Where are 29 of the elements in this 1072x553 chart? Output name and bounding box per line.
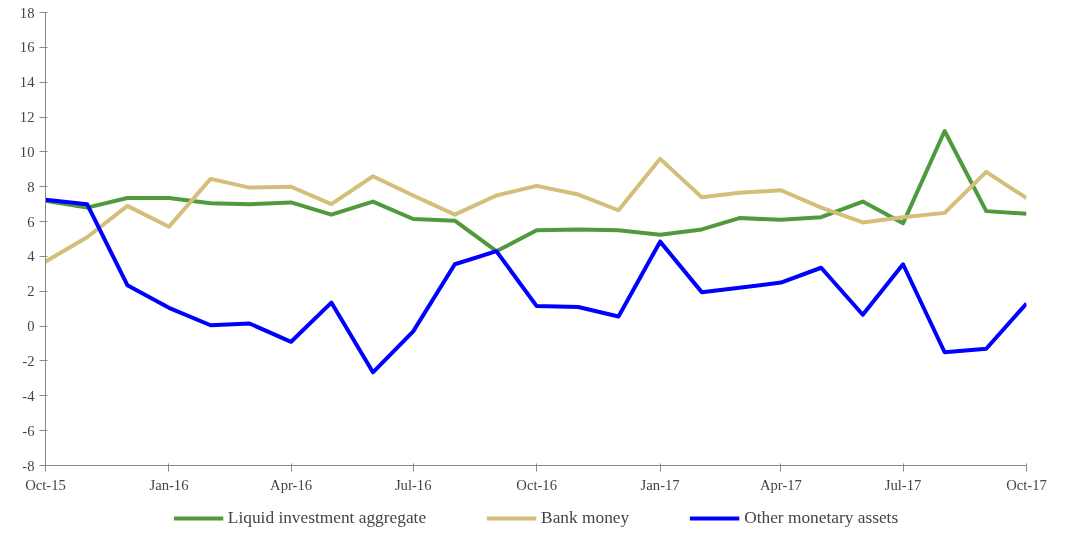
y-tick-label: 18 <box>19 4 35 21</box>
y-tick-label: -6 <box>22 422 35 439</box>
x-tick-label: Oct-16 <box>516 476 558 493</box>
x-tick-label: Oct-15 <box>25 476 66 493</box>
y-tick-label: 0 <box>27 318 35 335</box>
x-tick-label: Jan-17 <box>640 476 680 493</box>
x-tick-label: Jan-16 <box>149 476 189 493</box>
legend-label: Liquid investment aggregate <box>227 507 427 528</box>
y-tick-label: 10 <box>19 143 35 160</box>
y-tick-label: -8 <box>22 457 35 474</box>
y-tick-label: 6 <box>27 213 35 230</box>
y-tick-label: 8 <box>27 178 35 195</box>
x-tick-label: Jul-17 <box>884 476 922 493</box>
y-tick-label: -2 <box>22 352 35 369</box>
y-tick-label: 14 <box>19 74 36 91</box>
x-tick-label: Apr-16 <box>270 476 313 493</box>
y-tick-label: -4 <box>22 387 36 404</box>
y-tick-label: 16 <box>19 39 35 56</box>
x-tick-label: Jul-16 <box>394 476 432 493</box>
line-series <box>45 156 1027 264</box>
y-tick-label: 4 <box>27 248 36 265</box>
y-tick-label: 12 <box>19 109 35 126</box>
line-series <box>45 128 1027 254</box>
line-series <box>45 197 1027 375</box>
y-tick-label: 2 <box>27 283 35 300</box>
legend-label: Other monetary assets <box>744 507 899 528</box>
x-tick-label: Oct-17 <box>1006 476 1047 493</box>
legend-label: Bank money <box>541 507 630 528</box>
x-tick-label: Apr-17 <box>759 476 802 493</box>
